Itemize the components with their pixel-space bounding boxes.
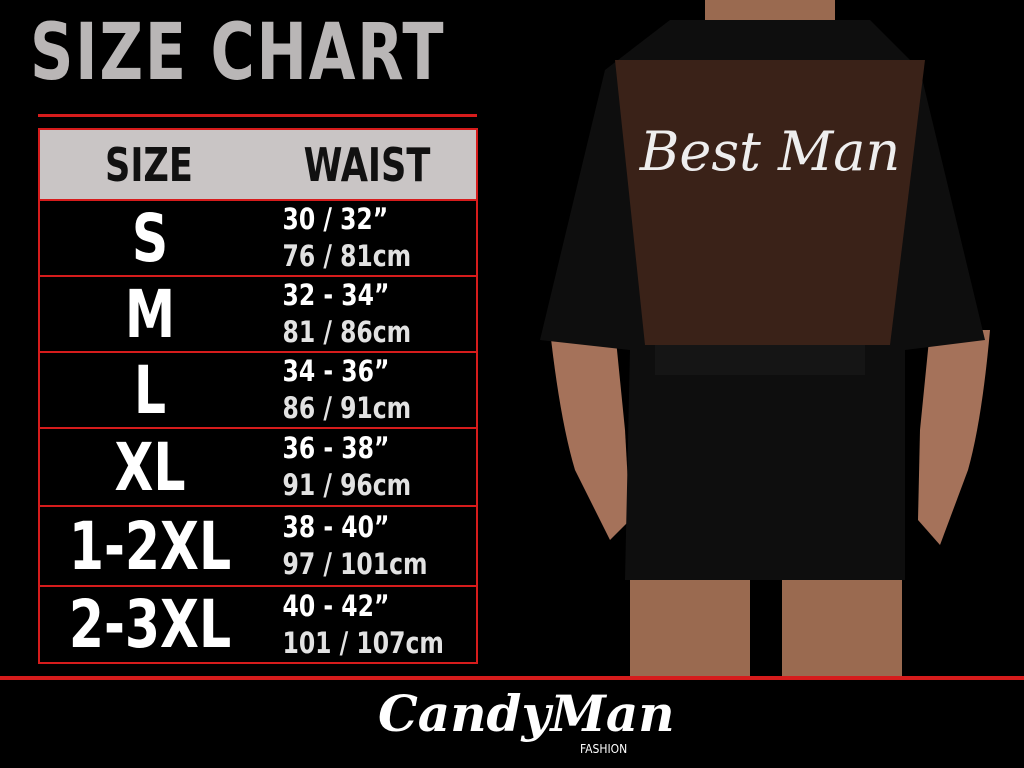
- header-size: SIZE: [105, 137, 193, 192]
- waist-cm: 86 / 91cm: [282, 391, 412, 425]
- waist-cm: 76 / 81cm: [282, 239, 412, 273]
- waist-inches: 30 / 32”: [282, 202, 389, 236]
- size-label: 2-3XL: [68, 586, 232, 663]
- waist-cm: 97 / 101cm: [282, 547, 428, 581]
- footer-divider: [0, 676, 1024, 680]
- size-label: XL: [114, 428, 186, 506]
- size-label: S: [131, 199, 169, 277]
- size-label: M: [124, 275, 176, 353]
- table-row: 1-2XL 38 - 40” 97 / 101cm: [40, 507, 476, 587]
- size-label: 1-2XL: [68, 507, 232, 585]
- page-title: SIZE CHART: [30, 8, 446, 98]
- waist-inches: 36 - 38”: [282, 431, 390, 465]
- table-row: XL 36 - 38” 91 / 96cm: [40, 429, 476, 507]
- product-photo: Best Man: [540, 0, 990, 676]
- waist-cm: 81 / 86cm: [282, 315, 412, 349]
- size-table: SIZE WAIST S 30 / 32” 76 / 81cm M 32 - 34…: [38, 128, 478, 664]
- garment-print: Best Man: [639, 120, 900, 183]
- waist-inches: 34 - 36”: [282, 354, 390, 388]
- waist-cm: 91 / 96cm: [282, 468, 412, 502]
- header-waist: WAIST: [303, 137, 431, 192]
- waist-inches: 38 - 40”: [282, 510, 390, 544]
- size-label: L: [133, 351, 167, 429]
- brand-logo: CandyMan: [378, 684, 675, 743]
- waist-inches: 32 - 34”: [282, 278, 390, 312]
- brand-logo-sub: FASHION: [580, 742, 628, 756]
- table-row: M 32 - 34” 81 / 86cm: [40, 275, 476, 353]
- table-header: SIZE WAIST: [40, 130, 476, 201]
- waist-inches: 40 - 42”: [282, 588, 390, 623]
- table-row: L 34 - 36” 86 / 91cm: [40, 351, 476, 429]
- title-divider: [38, 114, 477, 117]
- table-row: S 30 / 32” 76 / 81cm: [40, 199, 476, 277]
- table-row: 2-3XL 40 - 42” 101 / 107cm: [40, 586, 476, 663]
- waist-cm: 101 / 107cm: [282, 625, 444, 660]
